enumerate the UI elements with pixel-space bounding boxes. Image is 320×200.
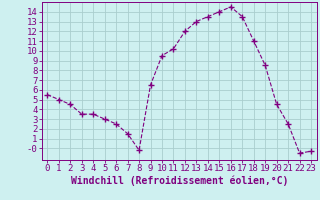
X-axis label: Windchill (Refroidissement éolien,°C): Windchill (Refroidissement éolien,°C) <box>70 176 288 186</box>
